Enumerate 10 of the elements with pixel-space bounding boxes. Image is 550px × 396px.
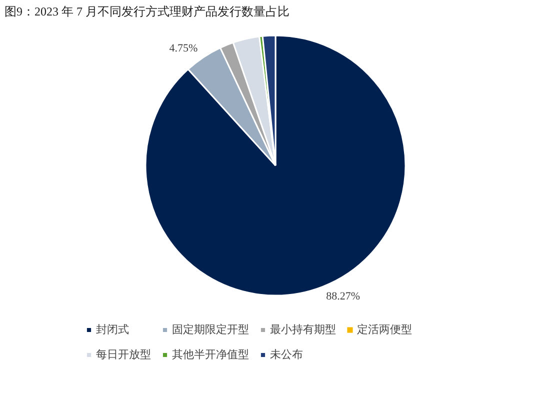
legend-label: 固定期限定开型 xyxy=(172,322,249,337)
legend-label: 封闭式 xyxy=(96,322,129,337)
legend-label: 未公布 xyxy=(270,347,303,362)
chart-title: 图9：2023 年 7 月不同发行方式理财产品发行数量占比 xyxy=(4,4,290,18)
legend-label: 定活两便型 xyxy=(357,322,412,337)
legend-label: 每日开放型 xyxy=(96,347,151,362)
data-label: 4.75% xyxy=(169,42,198,55)
legend-label: 最小持有期型 xyxy=(270,322,336,337)
data-label: 88.27% xyxy=(326,290,360,302)
legend-label: 其他半开净值型 xyxy=(172,347,249,362)
